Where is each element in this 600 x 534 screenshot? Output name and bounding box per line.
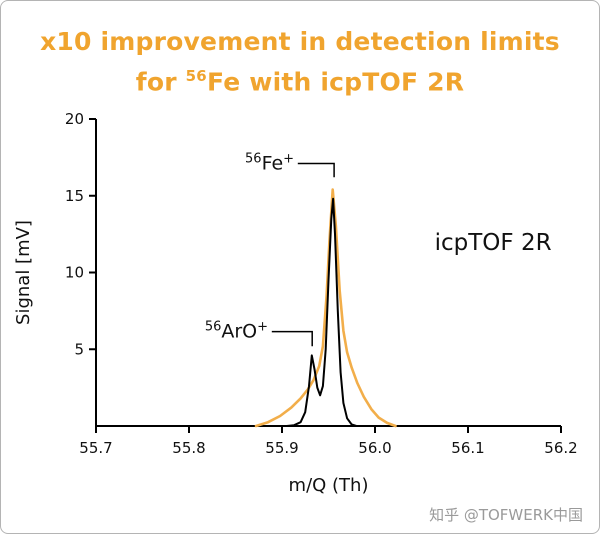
title-line2-pre: for <box>135 67 186 97</box>
y-tick-label: 5 <box>74 340 84 358</box>
annotation-line <box>297 162 335 178</box>
watermark: 知乎 @TOFWERK中国 <box>429 506 583 524</box>
x-tick-label: 56.1 <box>451 439 484 457</box>
title-line1: x10 improvement in detection limits <box>40 27 560 56</box>
y-tick-label: 15 <box>65 187 84 205</box>
title-line2-superscript: 56 <box>185 67 207 85</box>
title-line2-post: Fe with icpTOF 2R <box>206 67 465 97</box>
x-tick-label: 55.9 <box>265 439 298 457</box>
y-axis-label: Signal [mV] <box>13 220 34 325</box>
annotation-label: 56Fe+ <box>245 152 294 175</box>
series-black-curve <box>285 197 358 427</box>
chart-title: x10 improvement in detection limits for … <box>13 25 587 99</box>
y-tick-label: 10 <box>65 264 84 282</box>
series-orange-curve <box>254 188 397 428</box>
annotation-label: 56ArO+ <box>205 320 268 343</box>
x-tick-label: 55.8 <box>172 439 205 457</box>
y-tick-label: 20 <box>65 110 84 128</box>
x-tick-label: 56.0 <box>358 439 391 457</box>
inset-label: icpTOF 2R <box>435 230 552 256</box>
title-line2: for 56Fe with icpTOF 2R <box>13 59 587 99</box>
x-axis-label: m/Q (Th) <box>289 475 369 496</box>
annotation-line <box>271 330 313 347</box>
x-tick-label: 55.7 <box>79 439 112 457</box>
x-tick-label: 56.2 <box>544 439 577 457</box>
